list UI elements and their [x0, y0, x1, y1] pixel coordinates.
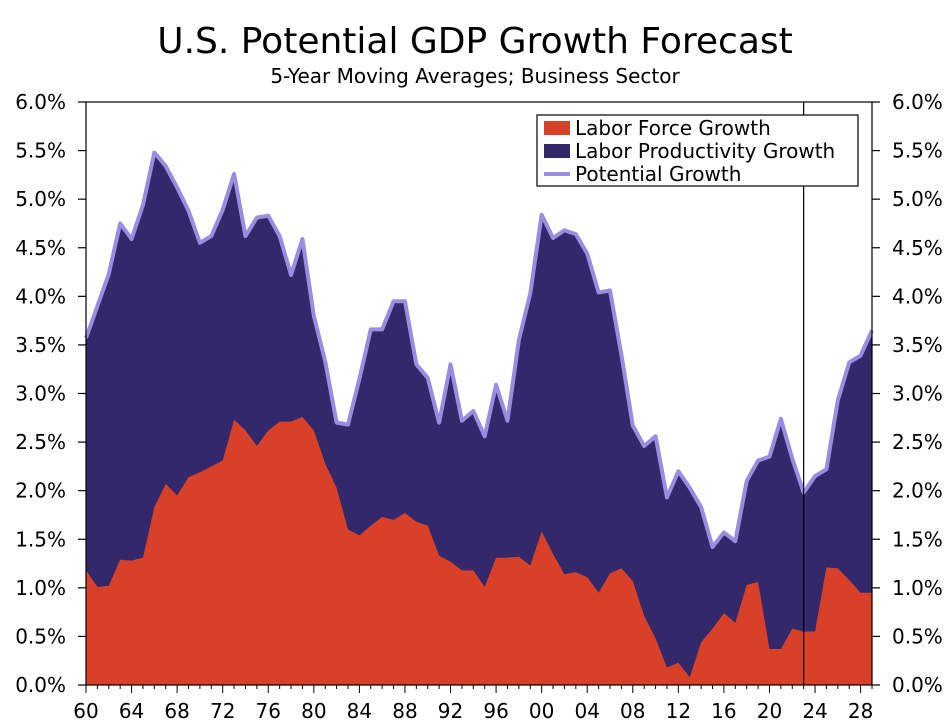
y-tick-label-right: 6.0%: [892, 90, 943, 114]
y-tick-label-left: 1.0%: [15, 576, 66, 600]
x-tick-label: 96: [483, 699, 508, 723]
y-tick-label-right: 1.5%: [892, 527, 943, 551]
y-tick-label-left: 2.5%: [15, 430, 66, 454]
x-tick-label: 64: [119, 699, 144, 723]
y-tick-label-right: 5.0%: [892, 187, 943, 211]
y-tick-label-left: 3.5%: [15, 333, 66, 357]
y-tick-label-right: 2.5%: [892, 430, 943, 454]
x-tick-label: 84: [347, 699, 372, 723]
x-tick-label: 68: [164, 699, 189, 723]
y-tick-label-right: 2.0%: [892, 479, 943, 503]
y-tick-label-left: 1.5%: [15, 527, 66, 551]
y-tick-label-left: 4.5%: [15, 236, 66, 260]
x-tick-label: 08: [620, 699, 645, 723]
x-tick-label: 12: [666, 699, 691, 723]
x-tick-label: 16: [711, 699, 736, 723]
y-tick-label-right: 3.0%: [892, 382, 943, 406]
y-tick-label-right: 4.0%: [892, 284, 943, 308]
x-tick-label: 20: [757, 699, 782, 723]
y-tick-label-right: 3.5%: [892, 333, 943, 357]
x-tick-label: 00: [529, 699, 554, 723]
labor-force-area: [86, 416, 872, 685]
x-tick-label: 24: [802, 699, 827, 723]
y-tick-label-left: 5.0%: [15, 187, 66, 211]
legend-item-productivity-swatch: [544, 144, 570, 158]
x-tick-label: 72: [210, 699, 235, 723]
y-tick-label-left: 0.0%: [15, 673, 66, 697]
legend-item-labor-force-swatch: [544, 121, 570, 135]
x-tick-label: 76: [256, 699, 281, 723]
y-tick-label-left: 6.0%: [15, 90, 66, 114]
y-tick-label-right: 1.0%: [892, 576, 943, 600]
x-tick-label: 80: [301, 699, 326, 723]
x-tick-label: 88: [392, 699, 417, 723]
x-tick-label: 04: [574, 699, 599, 723]
chart-subtitle: 5-Year Moving Averages; Business Sector: [270, 64, 680, 88]
y-tick-label-left: 2.0%: [15, 479, 66, 503]
x-tick-label: 92: [438, 699, 463, 723]
y-tick-label-right: 0.5%: [892, 624, 943, 648]
legend-item-productivity-label: Labor Productivity Growth: [575, 139, 835, 163]
legend-box: [536, 114, 859, 187]
x-tick-label: 28: [848, 699, 873, 723]
y-tick-label-left: 0.5%: [15, 624, 66, 648]
y-tick-label-right: 0.0%: [892, 673, 943, 697]
y-tick-label-left: 3.0%: [15, 382, 66, 406]
y-tick-label-left: 4.0%: [15, 284, 66, 308]
x-tick-label: 60: [73, 699, 98, 723]
legend-item-potential-label: Potential Growth: [575, 162, 741, 186]
y-tick-label-left: 5.5%: [15, 139, 66, 163]
chart-title: U.S. Potential GDP Growth Forecast: [157, 21, 793, 62]
y-tick-label-right: 5.5%: [892, 139, 943, 163]
legend-item-labor-force-label: Labor Force Growth: [575, 116, 771, 140]
y-tick-label-right: 4.5%: [892, 236, 943, 260]
potential-growth-line: [84, 150, 874, 550]
